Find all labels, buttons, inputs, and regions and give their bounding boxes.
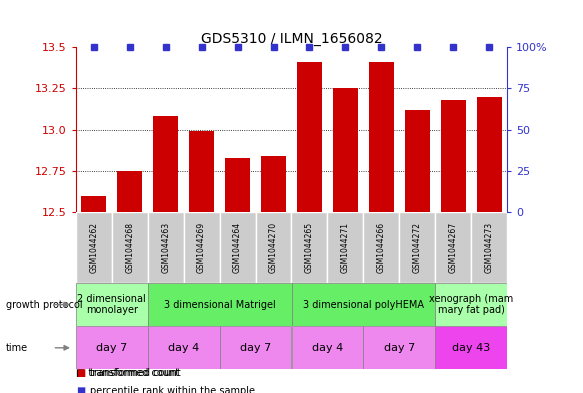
Bar — [261, 156, 286, 212]
Text: time: time — [6, 343, 28, 353]
Bar — [189, 131, 214, 212]
Text: xenograph (mam
mary fat pad): xenograph (mam mary fat pad) — [429, 294, 514, 315]
Bar — [220, 326, 292, 369]
Text: growth protocol: growth protocol — [6, 299, 82, 310]
Text: day 43: day 43 — [452, 343, 490, 353]
Bar — [333, 88, 358, 212]
Bar — [292, 212, 328, 283]
Bar — [76, 212, 112, 283]
Text: day 4: day 4 — [168, 343, 199, 353]
Text: ■: ■ — [76, 368, 85, 378]
Bar — [81, 196, 106, 212]
Text: GSM1044270: GSM1044270 — [269, 222, 278, 273]
Bar — [255, 212, 292, 283]
Bar — [363, 326, 436, 369]
Bar — [147, 283, 292, 326]
Text: day 7: day 7 — [96, 343, 127, 353]
Text: percentile rank within the sample: percentile rank within the sample — [90, 386, 255, 393]
Text: GSM1044271: GSM1044271 — [341, 222, 350, 273]
Bar — [292, 326, 363, 369]
Text: day 7: day 7 — [384, 343, 415, 353]
Text: transformed count: transformed count — [90, 368, 181, 378]
Bar — [441, 100, 466, 212]
Text: GSM1044263: GSM1044263 — [161, 222, 170, 273]
Bar — [76, 283, 147, 326]
Bar — [405, 110, 430, 212]
Bar — [297, 62, 322, 212]
Text: 3 dimensional polyHEMA: 3 dimensional polyHEMA — [303, 299, 424, 310]
Bar — [436, 283, 507, 326]
Bar — [363, 212, 399, 283]
Bar — [369, 62, 394, 212]
Bar — [147, 326, 220, 369]
Bar — [76, 326, 147, 369]
Bar — [184, 212, 220, 283]
Text: GSM1044267: GSM1044267 — [449, 222, 458, 273]
Bar — [153, 116, 178, 212]
Bar — [399, 212, 436, 283]
Bar — [225, 158, 250, 212]
Text: day 4: day 4 — [312, 343, 343, 353]
Bar — [436, 326, 507, 369]
Bar — [117, 171, 142, 212]
Text: ■ transformed count: ■ transformed count — [76, 368, 179, 378]
Text: GSM1044264: GSM1044264 — [233, 222, 242, 273]
Bar — [292, 283, 436, 326]
Text: GSM1044272: GSM1044272 — [413, 222, 422, 273]
Text: GSM1044268: GSM1044268 — [125, 222, 134, 273]
Text: GSM1044262: GSM1044262 — [89, 222, 99, 273]
Text: GSM1044269: GSM1044269 — [197, 222, 206, 273]
Text: 3 dimensional Matrigel: 3 dimensional Matrigel — [164, 299, 276, 310]
Bar — [112, 212, 147, 283]
Bar — [147, 212, 184, 283]
Title: GDS5310 / ILMN_1656082: GDS5310 / ILMN_1656082 — [201, 32, 382, 46]
Bar — [471, 212, 507, 283]
Text: GSM1044265: GSM1044265 — [305, 222, 314, 273]
Bar — [220, 212, 255, 283]
Bar — [328, 212, 363, 283]
Text: 2 dimensional
monolayer: 2 dimensional monolayer — [78, 294, 146, 315]
Text: GSM1044273: GSM1044273 — [484, 222, 494, 273]
Text: GSM1044266: GSM1044266 — [377, 222, 386, 273]
Bar — [436, 212, 471, 283]
Bar — [477, 97, 502, 212]
Text: day 7: day 7 — [240, 343, 271, 353]
Text: ■: ■ — [76, 386, 85, 393]
